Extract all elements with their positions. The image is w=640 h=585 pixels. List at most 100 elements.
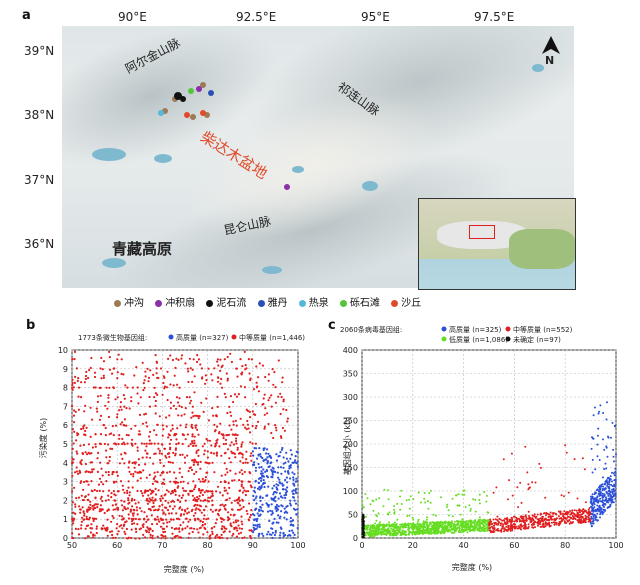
chart-b-point-medium [221,528,224,531]
chart-b-point-medium [72,442,75,445]
chart-b-y-tick-label: 5 [63,440,68,449]
site-marker-gully [204,112,210,118]
chart-c-point-medium [548,519,550,522]
chart-b-point-medium [162,478,166,481]
chart-c-point-medium [489,518,492,521]
chart-b-point-medium [162,375,165,378]
chart-c-point-low [374,522,376,525]
chart-b-point-high [256,487,260,490]
chart-b-point-medium [234,472,237,475]
chart-b-point-medium [138,528,141,531]
chart-b-point-high [275,453,278,456]
chart-b-point-medium [128,494,131,497]
chart-b-point-medium [144,463,147,466]
chart-b-point-medium [274,386,277,389]
chart-b-point-medium [233,499,236,502]
chart-c-point-high [614,479,617,482]
chart-c-point-medium [527,510,530,513]
chart-b-point-medium [109,530,112,533]
chart-b-point-medium [173,480,176,483]
chart-c-point-high [604,503,607,506]
chart-b-point-high [284,491,288,494]
chart-b-point-medium [154,480,157,483]
chart-b-point-medium [150,442,153,445]
chart-b-point-high [274,531,277,534]
chart-b-point-medium [110,492,113,495]
chart-c-point-medium [513,520,516,523]
chart-b-point-high [260,509,263,512]
chart-b-point-medium [228,497,231,500]
chart-b-point-medium [117,443,120,446]
chart-b-point-high [279,482,282,485]
chart-b-point-high [254,469,257,472]
chart-b-point-medium [217,514,220,517]
chart-b-point-medium [230,525,233,528]
legend-item-gully: 冲沟 [114,294,144,309]
chart-c-point-high [608,480,611,483]
chart-b-point-medium [128,407,131,410]
chart-b-point-medium [193,439,196,442]
chart-b-point-medium [102,374,105,377]
chart-c-point-medium [492,491,495,494]
chart-b-point-medium [92,508,95,511]
chart-b-point-medium [121,484,124,487]
chart-c-point-low [364,493,367,495]
chart-b-x-tick-label: 90 [248,541,258,550]
chart-b-point-medium [129,510,132,513]
chart-b-point-high [270,456,273,459]
chart-b-point-medium [156,509,159,512]
chart-b-point-medium [196,504,199,507]
chart-b-point-medium [160,537,163,540]
chart-b-point-medium [164,535,167,538]
chart-c-point-low [388,524,391,527]
chart-b-point-medium [80,381,83,384]
chart-b-point-medium [134,527,137,530]
chart-c-point-high [605,445,608,448]
chart-c-point-low [424,501,427,504]
debris-flow-marker-icon [206,299,214,307]
chart-c-point-low [372,500,375,503]
chart-b-point-medium [97,483,101,486]
chart-b-point-medium [173,527,176,531]
chart-b-point-medium [79,444,82,447]
chart-b-point-medium [151,496,154,499]
scatter-chart-c: 2060条病毒基因组: 高质量 (n=325) 中等质量 (n=552) 低质量… [340,326,624,572]
chart-c-point-low [476,527,479,530]
chart-b-point-medium [251,442,254,445]
chart-b-point-medium [130,520,134,523]
chart-b-point-medium [90,356,93,360]
chart-b-point-medium [203,449,206,452]
chart-b-point-medium [215,518,218,521]
chart-c-point-low [416,520,419,523]
chart-c-point-medium [584,501,587,504]
chart-b-point-medium [87,470,90,473]
chart-b-point-medium [115,503,118,506]
chart-b-point-medium [168,512,171,515]
chart-c-point-high [608,498,611,501]
chart-b-point-medium [84,429,87,433]
chart-c-point-low [361,503,364,506]
chart-b-point-high [292,489,295,492]
chart-c-y-tick-label: 250 [343,417,358,426]
chart-c-point-medium [562,514,565,517]
chart-c-point-low [468,520,471,523]
chart-c-point-low [365,525,367,528]
chart-b-point-medium [73,517,76,521]
chart-b-point-medium [193,504,196,507]
chart-b-point-medium [164,513,167,516]
chart-c-point-medium [576,497,579,500]
chart-b-point-medium [121,518,124,521]
chart-b-point-medium [258,362,261,365]
map-legend: 冲沟 冲积扇 泥石流 雅丹 热泉 砾石滩 沙丘 [114,294,429,309]
chart-b-point-high [269,509,272,512]
chart-c-point-low [451,497,454,500]
chart-b-point-medium [193,527,196,530]
chart-c-point-low [397,529,400,532]
chart-b-point-medium [82,427,85,430]
chart-c-point-low [445,526,448,529]
chart-b-point-medium [212,452,216,455]
chart-b-point-medium [255,424,258,428]
chart-b-point-medium [75,450,78,453]
chart-b-point-medium [167,436,170,439]
chart-b-point-medium [71,428,74,431]
